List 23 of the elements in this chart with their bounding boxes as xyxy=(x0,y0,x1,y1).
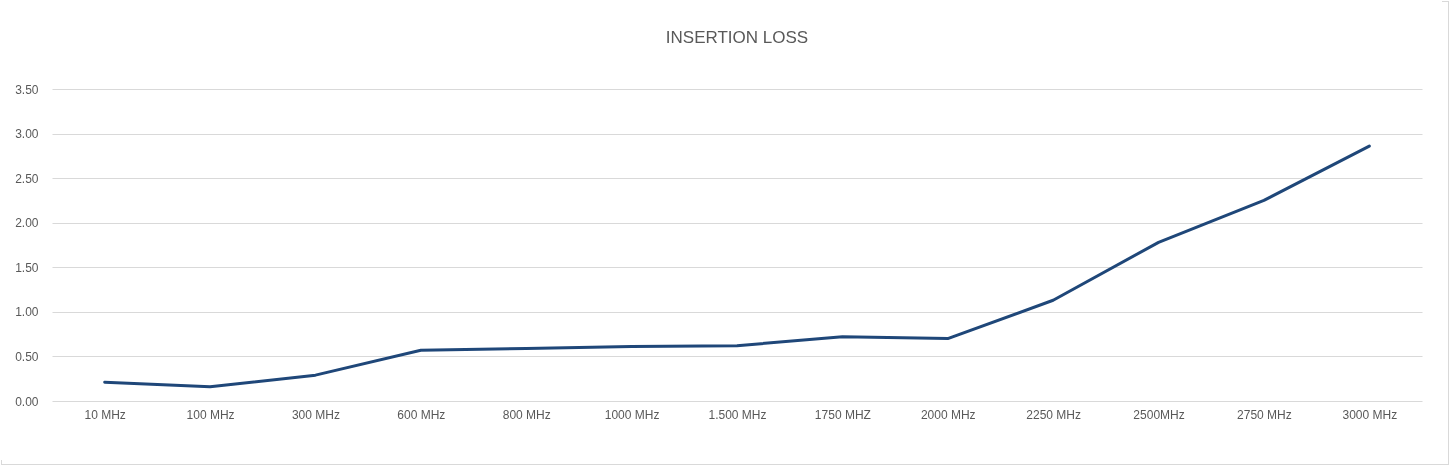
y-tick-label: 3.50 xyxy=(15,82,39,97)
x-tick-label: 10 MHz xyxy=(84,407,126,422)
y-tick-label: 2.00 xyxy=(15,216,39,231)
x-tick-label: 600 MHz xyxy=(397,407,446,422)
y-tick-label: 2.50 xyxy=(15,171,39,186)
x-tick-label: 3000 MHz xyxy=(1342,407,1398,422)
x-tick-label: 2500MHz xyxy=(1133,407,1185,422)
x-tick-label: 1750 MHZ xyxy=(814,407,871,422)
x-tick-label: 100 MHz xyxy=(186,407,235,422)
y-tick-label: 3.00 xyxy=(15,127,39,142)
x-tick-label: 2000 MHz xyxy=(920,407,976,422)
x-tick-label: 300 MHz xyxy=(291,407,340,422)
chart-title: INSERTION LOSS xyxy=(665,28,809,47)
y-tick-label: 1.00 xyxy=(15,305,39,320)
y-tick-label: 0.00 xyxy=(15,394,39,409)
x-tick-label: 2250 MHz xyxy=(1026,407,1082,422)
x-tick-label: 1000 MHz xyxy=(604,407,660,422)
y-tick-label: 0.50 xyxy=(15,349,39,364)
x-tick-label: 1.500 MHz xyxy=(708,407,767,422)
x-tick-label: 2750 MHz xyxy=(1237,407,1292,422)
y-tick-label: 1.50 xyxy=(15,260,39,275)
x-tick-label: 800 MHz xyxy=(502,407,551,422)
line-series xyxy=(103,144,1371,389)
